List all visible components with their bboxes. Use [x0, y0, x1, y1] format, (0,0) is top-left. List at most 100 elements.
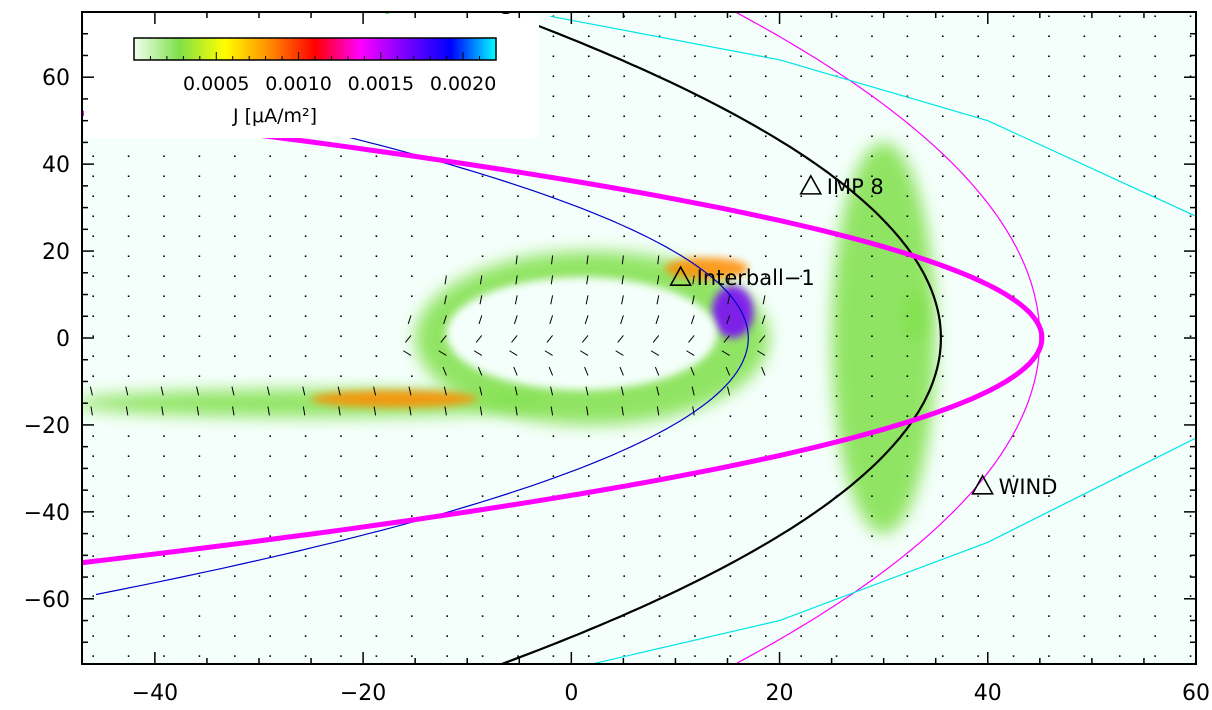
flow-arrow	[584, 366, 589, 376]
flow-arrow	[654, 366, 660, 376]
flow-dot	[410, 215, 413, 218]
flow-dot	[340, 235, 342, 238]
flow-dot	[269, 515, 272, 517]
flow-dot	[800, 555, 802, 557]
flow-dot	[800, 495, 802, 497]
flow-dot	[835, 155, 838, 158]
flow-dot	[1154, 295, 1156, 298]
flow-dot	[729, 435, 732, 437]
flow-dot	[729, 555, 732, 557]
flow-arrow	[656, 295, 660, 305]
flow-dot	[694, 255, 696, 258]
flow-dot	[375, 635, 378, 637]
flow-dot	[1048, 355, 1050, 357]
flow-dot	[871, 275, 873, 278]
flow-dot	[1083, 355, 1086, 357]
flow-dot	[906, 135, 909, 138]
flow-dot	[587, 235, 590, 238]
flow-dot	[835, 575, 838, 577]
flow-dot	[871, 75, 873, 78]
flow-dot	[1118, 135, 1121, 138]
flow-arrow	[338, 406, 341, 416]
flow-dot	[410, 435, 413, 437]
flow-dot	[1083, 95, 1086, 98]
flow-dot	[92, 475, 95, 477]
flow-dot	[517, 555, 519, 557]
flow-arrow	[586, 255, 589, 265]
flow-dot	[694, 595, 696, 597]
flow-dot	[871, 315, 873, 317]
flow-dot	[163, 455, 165, 457]
flow-dot	[234, 515, 236, 517]
flow-dot	[1189, 615, 1192, 617]
flow-arrow	[620, 386, 624, 396]
flow-arrow	[757, 350, 766, 356]
flow-arrow	[511, 335, 518, 343]
flow-dot	[127, 155, 130, 158]
flow-dot	[906, 275, 909, 278]
flow-dot	[658, 635, 661, 637]
flow-dot	[941, 535, 944, 537]
flow-dot	[127, 275, 130, 278]
flow-dot	[375, 475, 378, 477]
flow-dot	[764, 495, 767, 497]
flow-dot	[127, 635, 130, 637]
flow-arrow	[650, 350, 660, 356]
flow-dot	[623, 195, 625, 198]
flow-dot	[764, 575, 767, 577]
flow-arrow	[440, 335, 447, 343]
flow-dot	[304, 195, 307, 198]
flow-dot	[198, 215, 201, 218]
spacecraft-marker	[799, 174, 823, 195]
flow-dot	[1083, 55, 1086, 58]
flow-dot	[587, 595, 590, 597]
flow-dot	[269, 495, 272, 497]
flow-dot	[269, 435, 272, 437]
flow-dot	[375, 535, 378, 537]
flow-dot	[269, 155, 272, 158]
flow-arrow	[585, 295, 589, 305]
flow-dot	[764, 535, 767, 537]
flow-dot	[694, 215, 696, 218]
y-tick-label: −20	[24, 414, 70, 439]
flow-dot	[340, 335, 342, 337]
flow-dot	[977, 115, 979, 118]
flow-dot	[340, 595, 342, 597]
flow-dot	[835, 55, 838, 58]
flow-dot	[587, 95, 590, 98]
flow-dot	[340, 555, 342, 557]
flow-dot	[835, 95, 838, 98]
flow-dot	[163, 275, 165, 278]
flow-dot	[1189, 275, 1192, 278]
flow-dot	[304, 555, 307, 557]
flow-dot	[729, 35, 732, 38]
flow-dot	[835, 375, 838, 377]
flow-arrow	[337, 386, 341, 396]
flow-dot	[163, 175, 165, 178]
flow-dot	[835, 315, 838, 317]
flow-dot	[941, 635, 944, 637]
flow-dot	[977, 275, 979, 278]
flow-dot	[694, 495, 696, 497]
flow-dot	[517, 175, 519, 178]
flow-dot	[977, 375, 979, 377]
flow-dot	[941, 295, 944, 298]
flow-dot	[410, 195, 413, 198]
flow-dot	[1118, 575, 1121, 577]
flow-dot	[658, 495, 661, 497]
flow-dot	[587, 15, 590, 18]
flow-dot	[127, 535, 130, 537]
flow-dot	[623, 515, 625, 517]
flow-dot	[410, 515, 413, 517]
flow-dot	[977, 575, 979, 577]
flow-dot	[1118, 455, 1121, 457]
flow-dot	[1154, 75, 1156, 78]
flow-dot	[410, 175, 413, 178]
flow-dot	[269, 615, 272, 617]
flow-dot	[587, 535, 590, 537]
flow-dot	[941, 375, 944, 377]
flow-dot	[1189, 255, 1192, 258]
flow-dot	[92, 215, 95, 218]
flow-arrow	[409, 406, 412, 416]
flow-dot	[446, 615, 448, 617]
